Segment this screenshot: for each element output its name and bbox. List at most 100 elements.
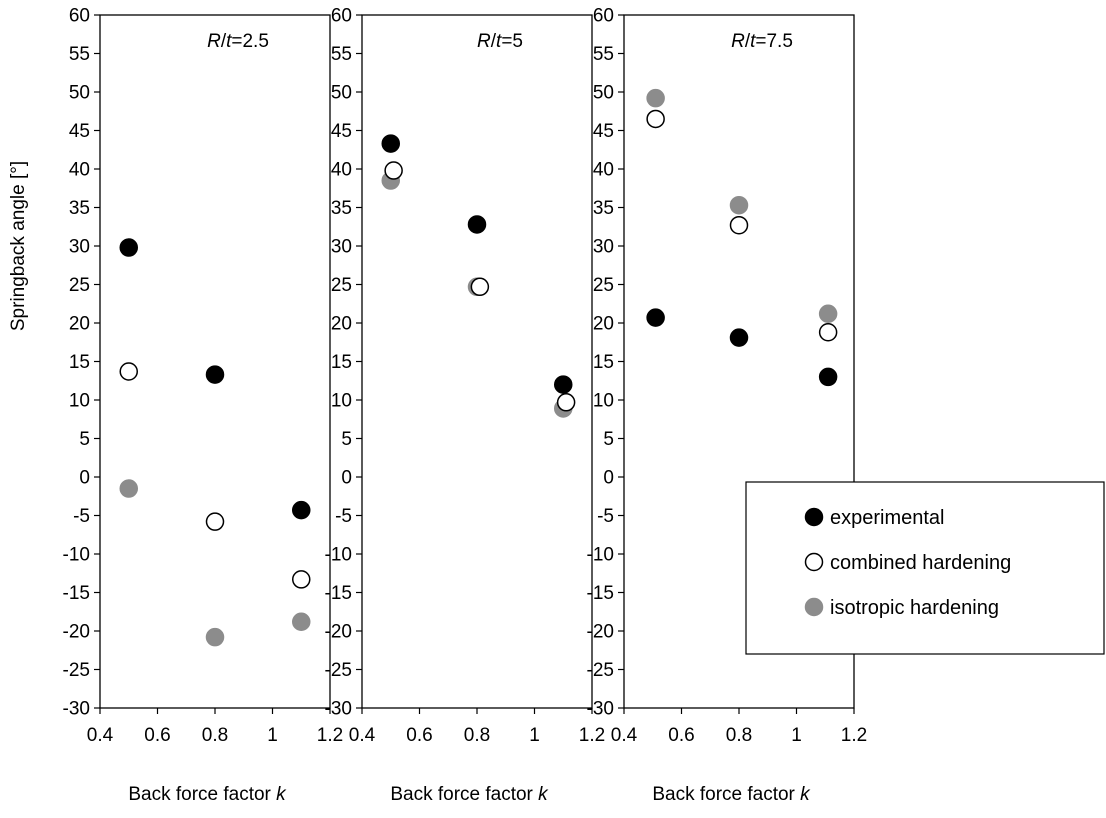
point-experimental — [292, 500, 311, 520]
y-tick-label: -15 — [325, 583, 352, 604]
y-tick-label: 15 — [69, 352, 90, 373]
point-combined-hardening — [556, 393, 576, 412]
point-isotropic-hardening — [292, 612, 311, 632]
y-tick-label: -10 — [63, 545, 90, 566]
y-tick-label: 40 — [593, 160, 614, 181]
legend-label-experimental: experimental — [830, 507, 945, 529]
point-isotropic-hardening — [205, 627, 225, 647]
y-tick-label: -5 — [73, 506, 90, 527]
y-tick-label: 0 — [603, 468, 614, 489]
y-tick-label: -25 — [325, 660, 352, 681]
y-tick-label: 30 — [593, 237, 614, 258]
y-tick-label: -20 — [587, 622, 614, 643]
y-tick-label: 45 — [593, 121, 614, 142]
point-experimental — [646, 308, 665, 327]
y-tick-label: 20 — [69, 314, 90, 335]
point-experimental — [554, 375, 573, 394]
x-tick-label: 0.4 — [611, 725, 638, 746]
point-combined-hardening — [292, 570, 311, 589]
x-axis-title: Back force factor k — [128, 784, 287, 805]
x-tick-label: 0.4 — [87, 725, 114, 746]
legend-box — [745, 481, 1105, 655]
y-tick-label: 35 — [69, 198, 90, 219]
y-tick-label: -15 — [63, 583, 90, 604]
y-tick-label: 55 — [69, 44, 90, 65]
y-tick-label: 25 — [593, 275, 614, 296]
x-tick-label: 0.4 — [349, 725, 376, 746]
y-tick-label: -20 — [325, 622, 352, 643]
point-isotropic-hardening — [729, 195, 749, 215]
point-combined-hardening — [470, 277, 490, 297]
y-tick-label: -10 — [325, 545, 352, 566]
y-tick-label: 50 — [69, 83, 90, 104]
y-tick-label: -10 — [587, 545, 614, 566]
y-tick-label: 15 — [593, 352, 614, 373]
panel-annotation: R/t=5 — [477, 31, 523, 52]
y-tick-label: 55 — [331, 44, 352, 65]
y-tick-label: 25 — [69, 275, 90, 296]
x-tick-label: 1.2 — [841, 725, 867, 746]
panel-3: -30 -25 -20 -15 -10 -5 0 5 10 15 20 25 30 35 40 45 50 55 6… — [587, 6, 868, 806]
x-tick-label: 0.8 — [202, 725, 228, 746]
y-tick-label: 60 — [593, 6, 614, 27]
point-combined-hardening — [729, 215, 749, 235]
y-tick-label: 15 — [331, 352, 352, 373]
y-tick-label: -15 — [587, 583, 614, 604]
x-tick-label: 1 — [791, 725, 802, 746]
y-tick-label: 20 — [593, 314, 614, 335]
y-tick-label: -5 — [597, 506, 614, 527]
y-tick-label: 40 — [69, 160, 90, 181]
legend-marker-combined-hardening — [804, 552, 824, 572]
y-tick-label: 45 — [69, 121, 90, 142]
plot-frame — [99, 14, 331, 709]
y-tick-label: 60 — [331, 6, 352, 27]
point-experimental — [729, 328, 749, 347]
y-tick-label: -20 — [63, 622, 90, 643]
point-combined-hardening — [205, 512, 225, 531]
panels: -30-25-20-15-10-505101520253035404550556… — [63, 6, 868, 806]
y-tick-label: 60 — [69, 6, 90, 27]
point-combined-hardening — [384, 161, 403, 180]
y-tick-label: 40 — [331, 160, 352, 181]
y-tick-label: 5 — [603, 429, 614, 450]
point-experimental — [467, 215, 487, 234]
x-tick-label: 0.6 — [144, 725, 170, 746]
y-tick-label: 10 — [593, 391, 614, 412]
y-tick-label: 0 — [79, 468, 90, 489]
y-tick-label: 30 — [69, 237, 90, 258]
y-tick-label: 45 — [331, 121, 352, 142]
y-tick-label: 35 — [593, 198, 614, 219]
legend-marker-experimental — [804, 507, 824, 527]
x-tick-label: 0.8 — [726, 725, 752, 746]
x-tick-label: 1 — [529, 725, 540, 746]
point-experimental — [818, 367, 838, 387]
point-experimental — [119, 238, 138, 257]
x-tick-label: 1.2 — [579, 725, 605, 746]
y-axis-title: Springback angle [°] — [8, 161, 29, 331]
y-tick-label: 35 — [331, 198, 352, 219]
panel-annotation: R/t=7.5 — [731, 31, 793, 52]
point-combined-hardening — [119, 362, 138, 381]
legend-marker-isotropic-hardening — [804, 597, 824, 617]
x-tick-label: 0.8 — [464, 725, 490, 746]
y-tick-label: 50 — [331, 83, 352, 104]
point-isotropic-hardening — [818, 304, 838, 324]
point-combined-hardening — [646, 109, 665, 129]
legend-label-isotropic-hardening: isotropic hardening — [830, 597, 999, 619]
y-tick-label: -30 — [325, 699, 352, 720]
y-tick-label: 30 — [331, 237, 352, 258]
legend: experimental combined hardening isotropic … — [745, 481, 1105, 655]
y-tick-label: 55 — [593, 44, 614, 65]
x-tick-label: 1 — [267, 725, 278, 746]
panel-1: -30 -25 -20 -15 -10 -5 0 5 10 15 20 25 30 35 40 45 50 55 6… — [63, 6, 344, 806]
y-tick-label: 5 — [79, 429, 90, 450]
y-tick-label: 0 — [341, 468, 352, 489]
x-tick-label: 0.6 — [668, 725, 694, 746]
point-experimental — [205, 365, 225, 384]
x-tick-label: 0.6 — [406, 725, 432, 746]
y-tick-label: -25 — [587, 660, 614, 681]
panel-annotation: R/t=2.5 — [207, 31, 269, 52]
point-isotropic-hardening — [646, 88, 665, 108]
y-tick-label: 20 — [331, 314, 352, 335]
